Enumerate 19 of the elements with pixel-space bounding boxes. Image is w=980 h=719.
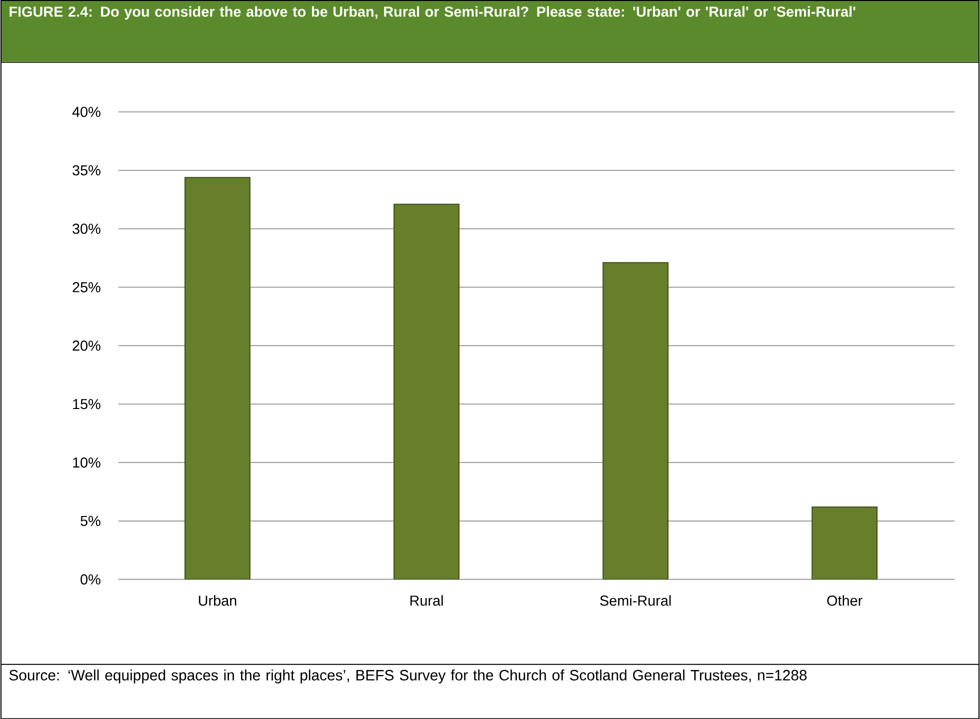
y-tick-label: 25% [72,282,100,292]
y-tick-label: 15% [73,398,100,410]
x-tick-label: Urban [198,595,236,606]
y-tick-label: 10% [73,457,100,468]
y-tick-label: 20% [72,340,100,351]
bar [184,176,250,580]
x-tick-label: Rural [410,595,443,606]
y-tick-label: 35% [72,165,100,176]
x-tick-label: Other [827,595,862,606]
bar [602,262,669,580]
y-tick-label: 5% [80,516,100,526]
chart-title: FIGURE 2.4: Do you consider the above to be Urban, Rural or Semi-Rural? Please state: 'Urban' or 'Rural' or 'Semi-Rural' [10,6,856,20]
y-tick-label: 40% [72,106,100,117]
source-note: Source: ‘Well equipped spaces in the right places’, BEFS Survey for the Church of Scotland General Trustees, n=1288 [9,669,807,684]
bar [394,204,460,580]
x-tick-label: Semi-Rural [600,595,671,606]
bar [812,506,878,580]
y-tick-label: 30% [72,224,100,234]
y-tick-label: 0% [80,574,100,584]
